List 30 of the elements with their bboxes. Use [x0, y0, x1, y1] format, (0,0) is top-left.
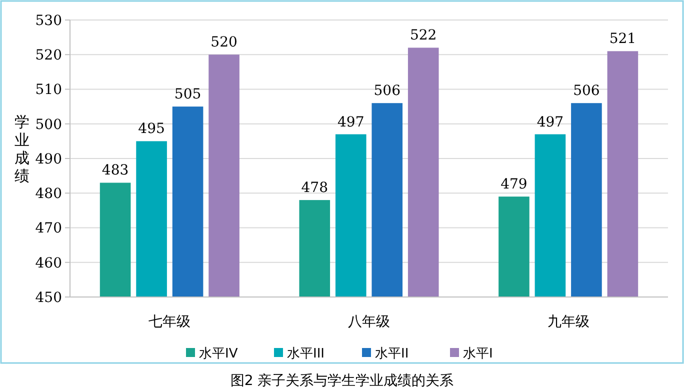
- legend-label: 水平II: [375, 346, 409, 362]
- data-label: 522: [410, 28, 437, 44]
- legend-label: 水平III: [287, 346, 325, 362]
- data-label: 497: [536, 114, 564, 130]
- data-label: 497: [338, 114, 364, 130]
- data-label: 505: [174, 86, 202, 103]
- data-label: 521: [609, 31, 636, 48]
- y-tick-label: 450: [35, 290, 62, 306]
- y-tick-label: 500: [35, 116, 62, 133]
- data-label: 478: [301, 180, 328, 196]
- x-tick-label: 九年级: [547, 314, 590, 330]
- text: 图2 亲子关系与学生学业成绩的关系: [230, 372, 454, 389]
- data-label: 479: [500, 176, 528, 193]
- data-label: 483: [102, 162, 129, 179]
- y-tick-label: 530: [35, 12, 62, 29]
- legend-label: 水平IV: [199, 346, 238, 362]
- data-label: 520: [210, 34, 238, 51]
- data-label: 506: [573, 83, 600, 100]
- y-tick-label: 490: [35, 151, 62, 168]
- y-tick-label: 510: [35, 82, 62, 98]
- legend-label: 水平I: [463, 346, 493, 362]
- y-axis-title: 学业成绩: [14, 113, 30, 185]
- data-label: 506: [374, 83, 401, 100]
- y-tick-label: 480: [35, 186, 62, 202]
- y-tick-label: 470: [35, 220, 62, 237]
- y-tick-label: 460: [35, 255, 62, 272]
- data-label: 495: [138, 121, 165, 138]
- x-tick-label: 七年级: [148, 314, 191, 330]
- y-tick-label: 520: [35, 48, 62, 64]
- x-tick-label: 八年级: [348, 314, 390, 330]
